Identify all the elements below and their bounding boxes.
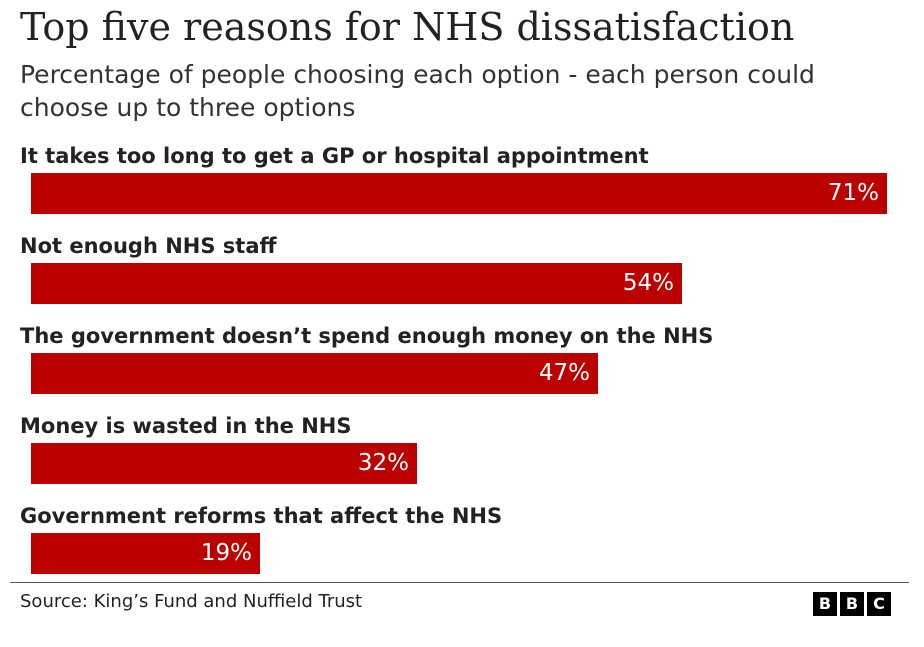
chart-title: Top five reasons for NHS dissatisfaction (20, 5, 795, 49)
footer-divider (10, 582, 909, 583)
logo-letter-b1: B (813, 592, 837, 616)
bar-value-label: 47% (538, 360, 590, 386)
bar: 71% (31, 173, 887, 214)
bar: 19% (31, 533, 260, 574)
bar-value-label: 32% (357, 450, 409, 476)
bar-value-label: 54% (622, 270, 674, 296)
bar: 47% (31, 353, 598, 394)
bar-label: The government doesn’t spend enough mone… (20, 324, 714, 348)
bar: 32% (31, 443, 417, 484)
bar-value-label: 19% (200, 540, 252, 566)
bar-label: Not enough NHS staff (20, 234, 277, 258)
bar: 54% (31, 263, 682, 304)
bar-label: Government reforms that affect the NHS (20, 504, 503, 528)
source-note: Source: King’s Fund and Nuffield Trust (20, 591, 363, 612)
logo-letter-b2: B (840, 592, 864, 616)
bar-value-label: 71% (827, 180, 879, 206)
logo-letter-c: C (867, 592, 891, 616)
chart-subtitle: Percentage of people choosing each optio… (20, 60, 815, 122)
bar-label: It takes too long to get a GP or hospita… (20, 144, 649, 168)
bar-label: Money is wasted in the NHS (20, 414, 352, 438)
bbc-logo: B B C (813, 592, 891, 616)
